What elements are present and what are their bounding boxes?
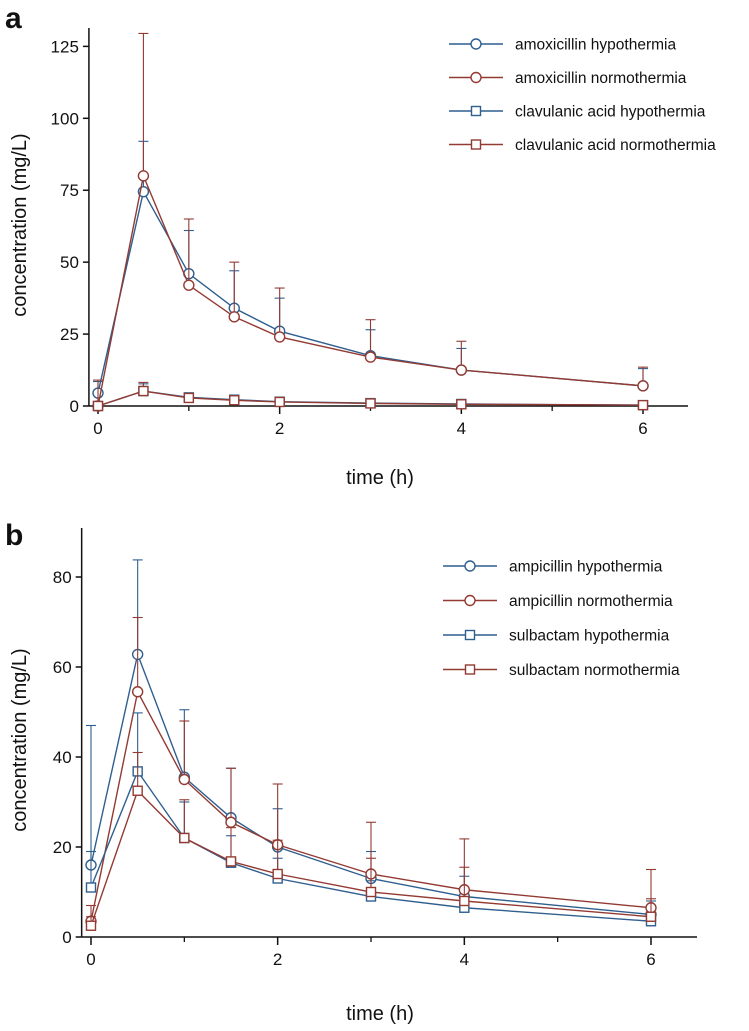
data-point [272,868,283,880]
panel-b-y-tick-label: 40 [53,748,72,767]
legend-marker [464,560,476,572]
data-point [456,399,467,410]
legend-label: clavulanic acid hypothermia [515,104,706,121]
panel-b-y-tick-label: 80 [53,568,72,587]
panel-b-x-tick-label: 0 [86,950,95,969]
data-point [85,920,97,931]
panel-a-y-tick-label: 125 [51,37,79,56]
panel-a-axes: 0 25 50 75 100 125 0 2 4 6 [51,28,688,438]
legend-label: sulbactam hypothermia [509,628,670,645]
panel-b-legend-item: ampicillin hypothermia [443,559,663,576]
panel-b-x-tick-label: 6 [646,950,655,969]
series-line [90,651,652,916]
panel-a: a 0 25 50 75 100 125 0 2 4 6 amoxicillin hypother… [5,2,716,489]
panel-a-y-axis-title: concentration (mg/L) [9,133,31,316]
data-point [85,882,97,893]
legend-label: amoxicillin normothermia [515,70,687,87]
data-point [459,895,470,907]
data-point [273,331,286,343]
panel-b-legend-item: ampicillin normothermia [443,593,673,610]
data-point [137,170,150,182]
panel-a-legend: amoxicillin hypothermia amoxicillin normo… [449,37,716,154]
series-line [90,689,652,922]
legend-marker [464,664,476,675]
panel-a-legend-item: clavulanic acid normothermia [449,137,716,154]
data-point [225,856,237,867]
data-point [178,773,191,786]
data-point [179,832,190,844]
panel-a-letter: a [5,2,22,35]
data-point [364,351,377,363]
panel-a-series-amoxicillin-normothermia [92,32,649,412]
panel-a-x-tick-label: 4 [457,419,466,438]
panel-a-marks [92,32,649,412]
panel-b-y-tick-label: 20 [53,838,72,857]
panel-a-y-tick-label: 0 [69,397,78,416]
data-point [455,364,468,376]
panel-b-x-tick-label: 2 [273,950,282,969]
panel-b-axes: 0 20 40 60 80 0 2 4 6 [53,528,697,969]
data-point [365,886,377,898]
panel-b-legend: ampicillin hypothermia ampicillin normoth… [443,559,680,679]
data-point [637,399,649,411]
legend-label: clavulanic acid normothermia [515,137,716,154]
data-point [138,385,149,397]
data-point [183,392,195,404]
data-point [132,785,143,796]
legend-marker [464,629,476,641]
legend-marker [470,71,482,84]
panel-a-legend-item: amoxicillin hypothermia [449,37,676,54]
panel-a-x-tick-label: 6 [638,419,647,438]
series-line [90,769,652,922]
panel-a-legend-item: clavulanic acid hypothermia [449,104,706,121]
panel-b-legend-item: sulbactam hypothermia [443,628,670,645]
panel-b-legend-item: sulbactam normothermia [443,662,680,679]
panel-a-x-axis-title: time (h) [346,467,414,489]
data-point [92,400,104,412]
panel-a-y-tick-label: 25 [60,325,79,344]
data-point [645,911,657,922]
data-point [225,816,237,828]
panel-b-x-tick-label: 4 [460,950,469,969]
panel-b-letter: b [5,519,23,552]
legend-marker [470,105,482,117]
panel-a-legend-item: amoxicillin normothermia [449,70,687,87]
panel-b-y-axis-title: concentration (mg/L) [9,648,31,831]
panel-a-series-clavulanic-acid-normothermia [92,381,649,412]
panel-b-series-sulbactam-normothermia [85,751,657,931]
panel-a-y-tick-label: 75 [60,181,79,200]
data-point [183,279,195,291]
panel-b-y-tick-label: 0 [62,928,71,947]
panel-b-x-axis-title: time (h) [346,1003,414,1025]
legend-label: amoxicillin hypothermia [515,37,676,54]
series-line [97,390,644,407]
data-point [131,686,144,698]
panel-a-x-tick-label: 0 [93,419,102,438]
data-point [229,395,240,406]
panel-a-y-tick-label: 100 [51,109,79,128]
data-point [274,396,285,408]
panel-b-y-tick-label: 60 [53,658,72,677]
panel-a-y-tick-label: 50 [60,253,79,272]
series-line [97,189,644,394]
legend-marker [464,594,476,607]
legend-marker [470,139,482,150]
data-point [365,398,376,409]
legend-label: sulbactam normothermia [509,662,680,679]
data-point [637,380,649,392]
legend-label: ampicillin normothermia [509,593,673,610]
legend-label: ampicillin hypothermia [509,559,663,576]
data-point [228,311,240,323]
legend-marker [470,38,482,50]
series-line [90,789,652,926]
panel-b-marks [85,559,657,931]
series-line [97,173,644,407]
panel-a-x-tick-label: 2 [275,419,284,438]
